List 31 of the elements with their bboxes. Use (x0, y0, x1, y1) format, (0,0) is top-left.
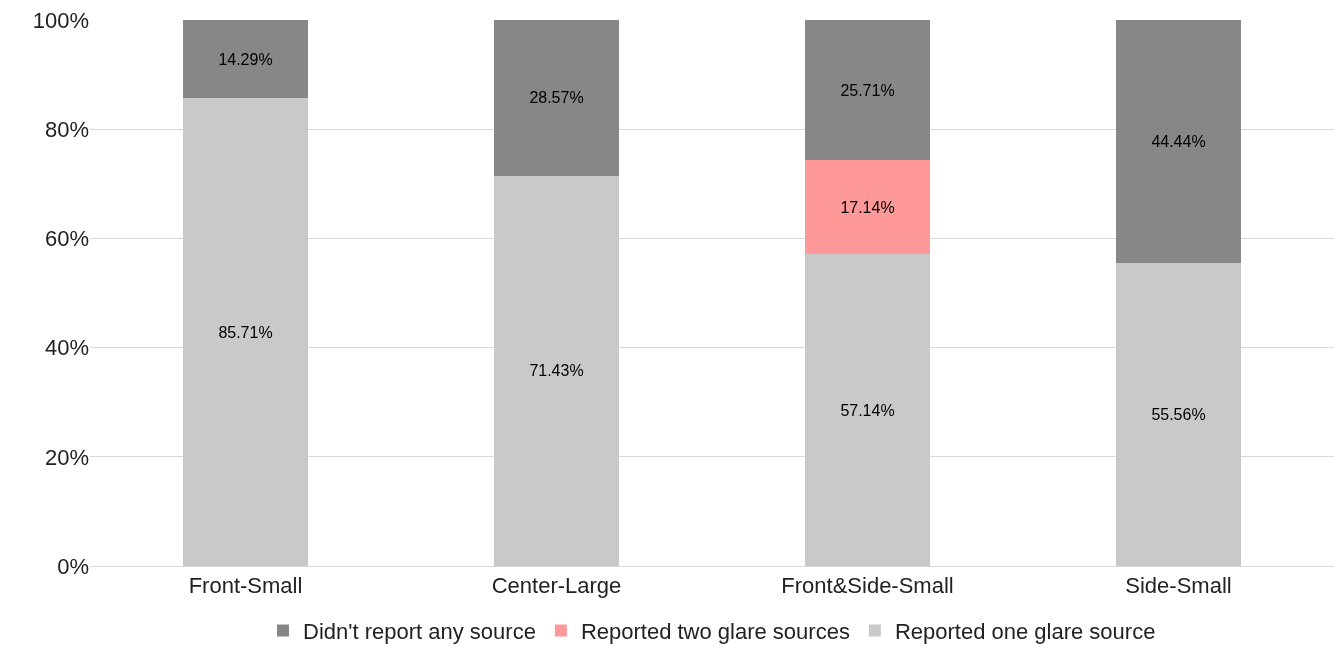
bar (805, 254, 930, 566)
data-label: 57.14% (840, 401, 895, 419)
legend-label: Reported two glare sources (580, 619, 850, 645)
legend-label: Reported one glare source (894, 619, 1156, 645)
data-label: 55.56% (1151, 405, 1206, 423)
y-tick-label: 60% (44, 226, 89, 252)
bar (1116, 262, 1241, 566)
data-label: 14.29% (218, 50, 273, 68)
data-label: 25.71% (840, 81, 895, 99)
bar (805, 20, 930, 161)
y-tick-label: 40% (44, 335, 89, 361)
y-tick-label: 80% (44, 116, 89, 142)
x-tick-label: Front-Small (188, 573, 303, 599)
data-label: 85.71% (218, 323, 273, 341)
bar (805, 160, 930, 255)
x-tick-label: Side-Small (1125, 573, 1232, 599)
bar (494, 175, 619, 566)
data-label: 71.43% (529, 362, 584, 380)
data-label: 17.14% (840, 198, 895, 216)
data-label: 28.57% (529, 89, 584, 107)
legend-label: Didn't report any source (303, 619, 536, 645)
x-tick-label: Front&Side-Small (781, 573, 954, 599)
y-tick-label: 0% (57, 553, 89, 579)
x-tick-label: Center-Large (491, 573, 622, 599)
bar (183, 20, 308, 99)
bar (494, 20, 619, 176)
data-label: 44.44% (1151, 132, 1206, 150)
y-tick-label: 20% (44, 444, 89, 470)
bar (1116, 20, 1241, 263)
y-tick-label: 100% (32, 7, 89, 33)
bar (183, 98, 308, 566)
